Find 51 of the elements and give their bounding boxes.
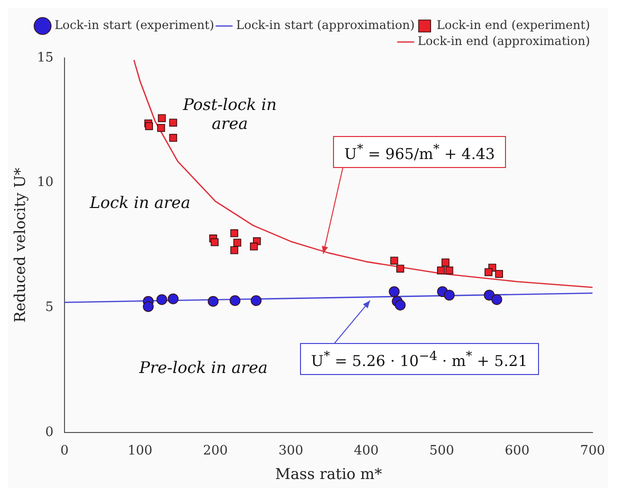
point	[145, 122, 153, 130]
legend-label: Lock-in start (experiment)	[54, 18, 214, 32]
y-tick-label: 15	[36, 50, 54, 66]
x-tick-label: 300	[278, 444, 304, 459]
point	[444, 290, 455, 301]
y-tick-label: 5	[45, 300, 54, 315]
x-axis-title: Mass ratio m*	[275, 464, 383, 483]
y-tick-label: 10	[36, 175, 54, 190]
x-tick-label: 500	[429, 444, 454, 459]
x-tick-label: 0	[60, 444, 69, 459]
point	[445, 266, 454, 274]
legend-label: Lock-in end (approximation)	[418, 34, 590, 48]
point	[484, 268, 492, 276]
point	[168, 293, 179, 304]
point	[388, 286, 400, 298]
point	[157, 124, 166, 132]
annotation: Lock in area	[88, 192, 192, 212]
point	[169, 118, 178, 127]
point	[491, 294, 502, 306]
x-tick-label: 400	[354, 444, 379, 459]
point	[158, 114, 166, 122]
point	[208, 296, 219, 307]
x-tick-label: 100	[128, 444, 152, 459]
point	[230, 229, 238, 238]
point	[442, 258, 450, 266]
point	[484, 290, 495, 301]
point	[394, 300, 406, 311]
annotation: U$^{*}$ = 965/m$^{*}$ + 4.43	[333, 136, 506, 168]
point	[230, 295, 240, 306]
annotation: Post-lock in area	[182, 95, 278, 134]
annotation: U$^{*}$ = 5.26 · 10$^{−4}$ · m$^{*}$ + 5.21	[300, 342, 539, 375]
legend-label: Lock-in start (approximation)	[236, 18, 415, 32]
x-tick-label: 600	[504, 444, 530, 459]
point	[390, 256, 398, 265]
point	[250, 242, 258, 250]
point	[230, 246, 238, 254]
point	[396, 264, 404, 273]
x-tick-label: 200	[203, 444, 228, 459]
y-axis-title: Reduced velocity U*	[10, 167, 29, 323]
point	[156, 294, 168, 306]
y-tick-label: 0	[45, 424, 54, 440]
point	[142, 301, 154, 312]
point	[233, 238, 242, 247]
point	[169, 134, 178, 142]
annotation: Pre-lock in area	[138, 358, 268, 377]
point	[495, 270, 503, 278]
x-tick-label: 700	[580, 444, 606, 459]
point	[210, 238, 219, 246]
point	[250, 295, 262, 306]
point	[437, 266, 445, 274]
legend-label: Lock-in end (experiment)	[436, 18, 590, 32]
